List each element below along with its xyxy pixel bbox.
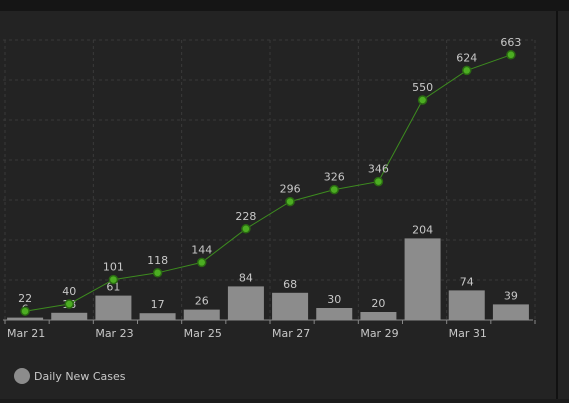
bar <box>448 290 485 320</box>
point-value-label: 144 <box>191 243 212 256</box>
point-value-label: 118 <box>147 254 168 267</box>
bar-value-label: 39 <box>504 289 518 302</box>
point-value-label: 326 <box>324 171 345 184</box>
bar <box>404 238 441 320</box>
line-point <box>285 196 295 207</box>
x-tick-label: Mar 31 <box>449 327 487 340</box>
point-value-label: 346 <box>368 163 389 176</box>
bar-value-label: 61 <box>106 281 120 294</box>
bar <box>360 312 397 320</box>
bar-value-label: 26 <box>195 295 209 308</box>
line-point <box>64 299 74 309</box>
line-point <box>417 95 428 105</box>
point-value-label: 624 <box>456 51 477 64</box>
line-point <box>197 257 207 268</box>
point-value-label: 228 <box>235 210 256 223</box>
x-tick-label: Mar 23 <box>95 327 133 340</box>
bar <box>492 304 529 320</box>
x-tick-label: Mar 27 <box>272 327 310 340</box>
line-point <box>20 306 30 316</box>
bar-value-label: 17 <box>151 298 165 311</box>
point-value-label: 22 <box>18 292 32 305</box>
point-value-label: 40 <box>62 285 76 298</box>
point-value-label: 663 <box>500 36 521 49</box>
x-tick-label: Mar 29 <box>360 327 398 340</box>
bar <box>316 308 353 320</box>
bar-value-label: 84 <box>239 271 253 284</box>
bar <box>51 312 88 320</box>
bar <box>95 295 132 320</box>
bar <box>139 313 176 320</box>
line-point <box>506 50 516 60</box>
bar-value-label: 68 <box>283 278 297 291</box>
point-value-label: 296 <box>280 183 301 196</box>
point-value-label: 550 <box>412 81 433 94</box>
bar-value-label: 20 <box>371 297 385 310</box>
line-point <box>152 268 163 278</box>
bar-value-label: 30 <box>327 293 341 306</box>
top-strip <box>0 0 569 11</box>
bar <box>272 292 309 320</box>
line <box>25 54 512 312</box>
x-tick-label: Mar 25 <box>184 327 222 340</box>
x-tick-label: Mar 21 <box>7 327 45 340</box>
legend-swatch <box>14 368 30 384</box>
line-point <box>462 65 472 76</box>
line-point <box>329 184 339 195</box>
bar <box>227 286 264 320</box>
legend-label: Daily New Cases <box>34 370 126 383</box>
line-point <box>373 176 384 187</box>
bar-value-label: 74 <box>460 275 474 288</box>
line-point <box>108 274 119 285</box>
line-point <box>241 224 251 234</box>
bar-value-label: 204 <box>412 223 433 236</box>
bar <box>183 309 220 320</box>
point-value-label: 101 <box>103 261 124 274</box>
bar <box>7 317 44 320</box>
